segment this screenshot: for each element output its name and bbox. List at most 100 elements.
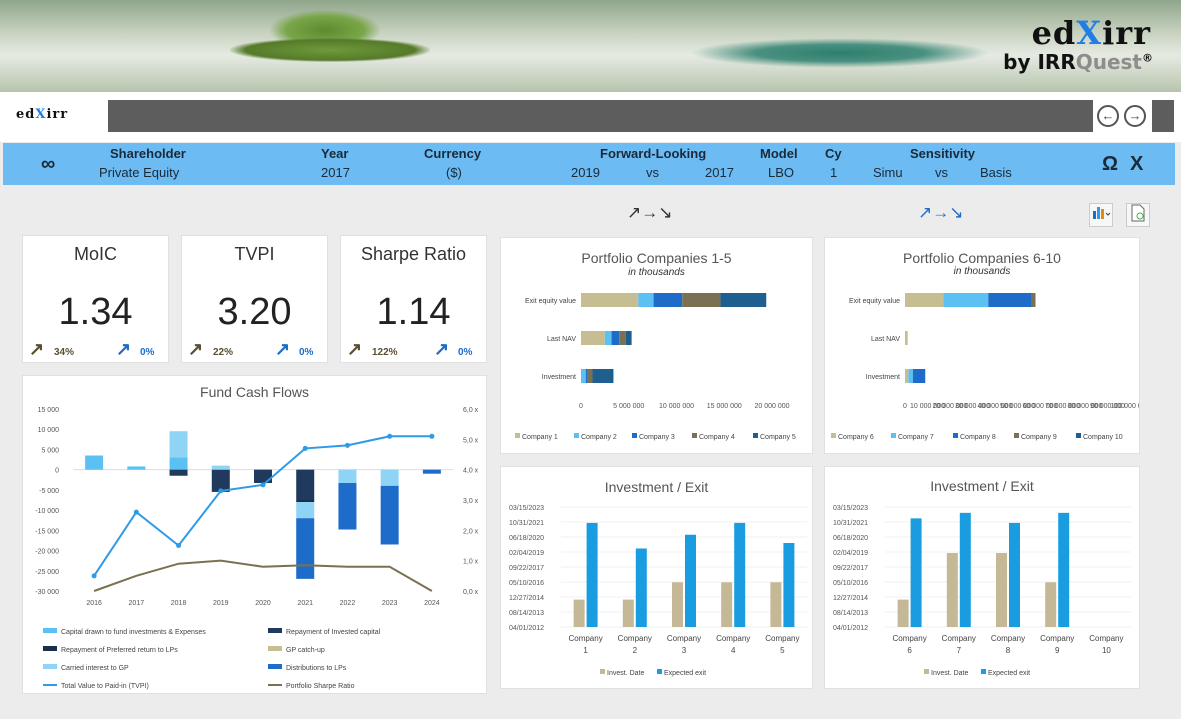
x-tick-label: 20 000 000 [932,403,967,410]
stacked-bar [908,369,913,383]
shareholder-value[interactable]: Private Equity [99,165,180,180]
y-tick-label: 03/15/2023 [833,505,868,512]
y-tick-label: 06/18/2020 [833,535,868,542]
trend-arrows-icon[interactable]: ↗→↘ [918,203,964,222]
cash-flow-bar [296,518,315,579]
cash-flow-bar [296,469,315,500]
x-tick-label: 5 000 000 [613,403,644,410]
category-label: Exit equity value [525,298,576,305]
x-tick-label: Company [1089,634,1123,643]
sensitivity-to-value[interactable]: Basis [980,165,1012,180]
tvpi-point [302,445,308,451]
y2-tick-label: 2,0 x [463,528,479,535]
up-arrow-icon: ↗ [275,339,291,359]
cash-flow-bar [211,465,230,470]
legend-label: Expected exit [664,670,706,677]
x-tick-label: 100 000 000 [1111,403,1139,410]
title-bar-field[interactable] [108,100,1093,132]
legend-label: Invest. Date [607,670,644,677]
x-tick-label: 70 000 000 [1045,403,1080,410]
chart-subtitle: in thousands [628,267,685,278]
legend-swatch [268,664,282,669]
x-tick-label: 2016 [86,600,102,607]
tvpi-point [176,543,182,548]
x-tick-label: Company [667,634,701,643]
x-tick-label: 10 000 000 [910,403,945,410]
x-tick-label: Company [568,634,602,643]
up-arrow-icon: ↗ [347,339,363,359]
y-tick-label: -25 000 [35,569,59,576]
stacked-bar [604,331,612,345]
forward-icon[interactable]: → [1124,105,1146,127]
kpi-change: 34% [54,347,75,358]
tvpi-point [260,482,266,488]
header-banner: edXirr by IRRQuest® [0,0,1181,92]
y-tick-label: 09/22/2017 [833,565,868,572]
legend-swatch [657,669,662,674]
portfolio-1-5-plot: Exit equity value Last NAV Investment 0 5 00… [515,293,796,441]
y-tick-label: 04/01/2012 [509,625,544,632]
cash-flow-bar [380,485,399,545]
legend-label: Repayment of Preferred return to LPs [61,647,178,654]
legend-swatch [981,669,986,674]
stacked-bar [905,369,909,383]
currency-value[interactable]: ($) [446,165,462,180]
cash-flow-bar [85,455,104,470]
legend-swatch [43,664,57,669]
y-tick-label: 05/10/2016 [509,580,544,587]
x-tick-label: Company [942,634,976,643]
x-tick-label: 2023 [382,600,398,607]
close-icon[interactable]: X [1130,153,1144,175]
legend-swatch [1014,433,1019,438]
invest-date-bar [946,553,958,627]
trend-arrows-icon[interactable]: ↗→↘ [627,203,673,222]
model-value[interactable]: LBO [768,165,795,180]
legend-swatch [891,433,896,438]
cy-label: Cy [825,146,842,161]
legend-label: Company 7 [898,434,934,441]
cash-flow-bar [422,469,441,474]
kpi-change: 122% [372,347,398,358]
invest-date-bar [1045,582,1057,627]
x-tick-label: Company [991,634,1025,643]
legend-swatch [43,646,57,651]
kpi-card-tvpi: TVPI 3.20 ↗ 22% ↗ 0% [181,235,328,363]
brand-logo: edXirr [1031,14,1151,52]
legend-label: Carried interest to GP [61,665,129,672]
forward-from-value[interactable]: 2019 [571,165,600,180]
sensitivity-vs: vs [935,165,948,180]
category-label: Last NAV [871,336,900,343]
legend-label: Total Value to Paid-in (TVPI) [61,683,149,690]
invest-date-bar [996,553,1007,627]
y-tick-label: 08/14/2013 [509,610,544,617]
x-tick-label: 0 [903,403,907,410]
x-tick-label: 90 000 000 [1090,403,1125,410]
legend-label: Company 1 [522,434,558,441]
forward-to-value[interactable]: 2017 [705,165,734,180]
filter-bar: ∞ Shareholder Private Equity Year 2017 C… [3,143,1175,185]
chart-type-icon[interactable] [1089,203,1113,227]
x-tick-label: 0 [579,403,583,410]
omega-icon[interactable]: Ω [1102,153,1119,175]
legend-swatch [574,433,579,438]
brand-byline: by IRRQuest® [1003,50,1153,74]
infinity-icon[interactable]: ∞ [41,153,56,175]
stacked-bar [625,331,632,345]
sensitivity-from-value[interactable]: Simu [873,165,903,180]
x-tick-label: 10 000 000 [659,403,694,410]
legend-label: Company 8 [960,434,996,441]
x-tick-label: Company [765,634,799,643]
stacked-bar [682,293,721,307]
kpi-value: 1.34 [58,291,133,333]
stacked-bar [611,331,620,345]
cy-value[interactable]: 1 [830,165,838,180]
x-tick-label: 2 [633,646,638,655]
side-panel-toggle[interactable] [1152,100,1174,132]
stacked-bar [619,331,626,345]
legend-swatch [692,433,697,438]
export-icon[interactable] [1126,203,1150,227]
sensitivity-label: Sensitivity [910,146,976,161]
year-value[interactable]: 2017 [321,165,350,180]
app-logo[interactable]: edXirr [16,107,69,122]
back-icon[interactable]: ← [1097,105,1119,127]
